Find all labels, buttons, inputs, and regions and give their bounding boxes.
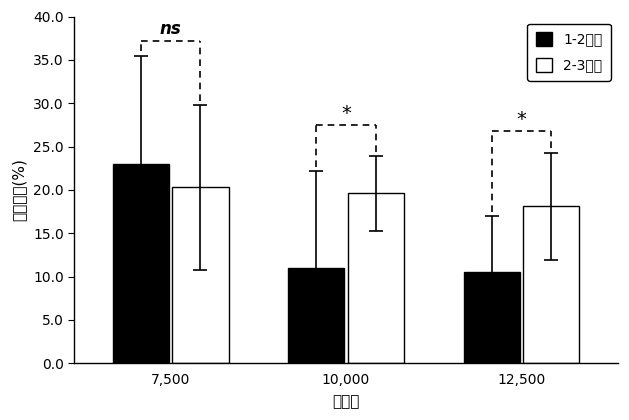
Text: *: * [516, 110, 526, 129]
Bar [113, 164, 169, 363]
Bar [172, 187, 228, 363]
Y-axis label: 기형과율(%): 기형과율(%) [11, 158, 26, 221]
Bar [523, 206, 579, 363]
Text: ns: ns [160, 20, 182, 38]
Bar [348, 193, 404, 363]
X-axis label: 착봉수: 착봉수 [332, 394, 360, 409]
Text: *: * [341, 104, 351, 123]
Bar [288, 268, 344, 363]
Bar [464, 272, 520, 363]
Legend: 1-2번과, 2-3번과: 1-2번과, 2-3번과 [527, 24, 611, 81]
